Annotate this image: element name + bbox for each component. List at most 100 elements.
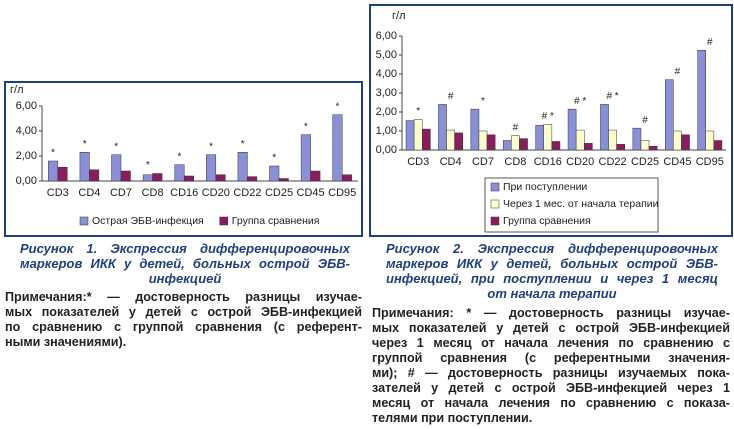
bar [300,134,311,182]
significance-marker: * [178,151,182,162]
bar [705,130,715,151]
bar [519,138,528,151]
x-tick-label: CD45 [297,187,325,199]
x-tick-label: CD22 [599,156,627,168]
significance-marker: * [272,153,276,164]
bar [600,104,609,151]
bar [79,152,90,182]
text-line: маркеров ИКК у детей, больных острой ЭБВ… [386,256,718,271]
text-line: зателей у детей с острой ЭБВ-инфекцией ч… [372,381,730,395]
bar [584,143,593,151]
significance-marker: * [416,106,420,117]
legend-swatch [490,216,500,226]
y-tick-label: 1,00 [376,125,397,137]
bar [174,164,185,182]
bar [535,125,545,151]
significance-marker: # * [606,91,618,102]
legend-label: Группа сравнения [503,215,591,227]
bar [616,144,626,151]
x-tick-label: CD8 [142,187,164,199]
bar [446,129,455,151]
legend-swatch [79,216,89,226]
legend-label: Острая ЭБВ-инфекция [92,215,204,227]
bar [247,176,258,182]
x-tick-label: CD95 [696,156,724,168]
bar [120,170,131,182]
y-tick-label: 2,00 [16,150,37,162]
text-line: Рисунок 2. Экспрессия дифференцировочных [386,241,718,256]
y-tick-label: 4,00 [376,68,397,80]
bar [575,129,585,151]
bar [57,167,68,182]
significance-marker: * [481,96,485,107]
x-tick-label: CD7 [472,156,494,168]
bar [632,127,642,151]
x-tick-label: CD16 [534,156,562,168]
x-tick-label: CD16 [170,187,198,199]
significance-marker: * [209,141,213,152]
text-line: Примечания: * — достоверность разницы из… [372,306,730,320]
bar [608,129,617,151]
x-tick-label: CD20 [202,187,230,199]
y-tick-label: 0,00 [16,175,37,187]
text-line: Рисунок 1. Экспрессия дифференцировочных [20,241,350,256]
bar [681,134,690,151]
text-line: инфекцией [148,271,222,286]
x-tick-label: CD3 [407,156,429,168]
chart-frame [4,81,363,237]
x-tick-label: CD25 [265,187,293,199]
significance-marker: # [642,115,648,126]
y-tick-label: 0,00 [376,144,397,156]
bar [640,140,650,151]
bar [341,174,352,182]
bar [422,128,431,151]
bar [215,174,226,182]
text-line: от начала терапии [487,286,617,301]
bar [511,135,520,151]
bar [152,173,163,182]
legend-swatch [490,182,500,192]
bar [713,140,723,151]
significance-marker: * [83,139,87,150]
bar [648,145,658,151]
text-line: Примечания:* — достоверность разницы изу… [5,290,362,304]
text-line: ными значениями). [5,335,127,349]
legend-swatch [490,199,500,209]
bar [310,170,321,182]
bar [503,140,512,151]
significance-marker: # [513,122,519,133]
significance-marker: # [707,37,713,48]
text-line: через 1 месяц от начала лечения по сравн… [372,336,730,350]
bar [438,104,447,151]
significance-marker: * [114,141,118,152]
bar [470,108,480,151]
text-line: группой сравнения (с референтными значен… [372,351,730,365]
x-tick-label: CD7 [110,187,132,199]
bar [405,120,415,151]
y-tick-label: 6,00 [16,100,37,112]
bar [551,141,561,151]
bar [111,154,122,182]
significance-marker: # * [574,96,586,107]
text-line: месяц от начала лечения по сравнению с п… [372,396,730,410]
bar [269,165,280,182]
significance-marker: # [448,91,454,102]
text-line: маркеров ИКК у детей, больных острой ЭБВ… [20,256,350,271]
bar [486,134,496,151]
bar [183,175,194,182]
bar [665,79,674,151]
significance-marker: * [336,101,340,112]
x-tick-label: CD22 [233,187,261,199]
figure-caption: Рисунок 2. Экспрессия дифференцировочных… [386,241,718,301]
bar [206,154,217,182]
significance-marker: * [146,160,150,171]
bar [332,114,343,182]
legend-label: Через 1 мес. от начала терапии [503,198,659,210]
chart-frame [369,4,733,237]
significance-marker: # * [542,111,554,122]
bar [48,160,59,182]
significance-marker: * [304,121,308,132]
x-tick-label: CD8 [504,156,526,168]
